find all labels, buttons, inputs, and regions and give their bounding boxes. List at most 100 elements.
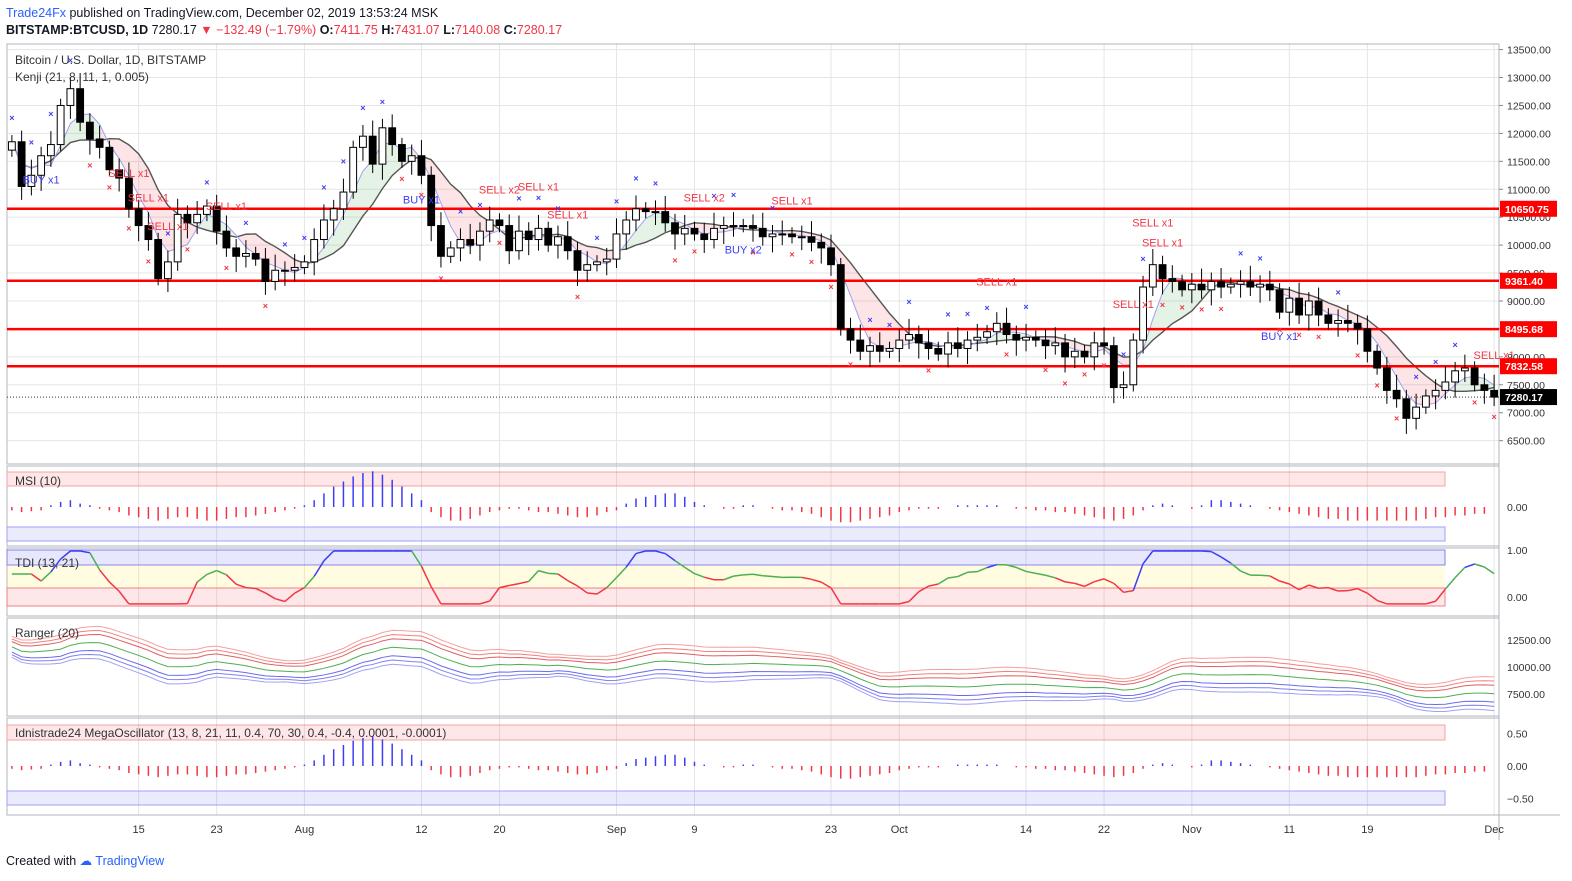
buy-x-marker: × [965, 309, 970, 319]
candle-body [1031, 336, 1040, 341]
candle-body [37, 155, 46, 176]
close-label: C: [503, 23, 517, 37]
tdi-line-segment [1103, 578, 1115, 585]
candle-body [875, 345, 884, 352]
indicator-label-mega: Idnistrade24 MegaOscillator (13, 8, 21, … [15, 726, 446, 740]
chart-header: Trade24Fx published on TradingView.com, … [6, 5, 562, 39]
tdi-line-segment [947, 575, 958, 579]
tdi-line-segment [499, 584, 510, 589]
time-tick-label: Oct [891, 824, 908, 836]
buy-x-marker: × [341, 157, 346, 167]
kenji-cloud [362, 159, 373, 216]
buy-x-marker: × [1452, 340, 1457, 350]
kenji-cloud [450, 184, 461, 243]
candle-body [749, 225, 757, 229]
sell-signal-label: SELL x1 [1503, 0, 1544, 3]
sell-x-marker: × [1199, 305, 1204, 315]
tdi-line-segment [430, 586, 442, 605]
ranger-band [11, 625, 1495, 685]
tdi-line-segment [255, 587, 266, 594]
candle-body [95, 138, 104, 148]
candle-body [807, 236, 816, 243]
sell-x-marker: × [1043, 365, 1048, 375]
tdi-line-segment [1201, 550, 1212, 553]
tdi-line-segment [743, 573, 754, 576]
candle-body [1207, 280, 1216, 291]
candle-body [495, 219, 504, 227]
candle-body [66, 88, 75, 106]
mega-tick-label: 0.50 [1507, 729, 1528, 741]
tdi-line-segment [820, 581, 832, 589]
candle-body [1119, 384, 1128, 389]
candle-body [1109, 345, 1118, 389]
time-tick-label: 23 [211, 824, 223, 836]
candle-body [524, 230, 533, 241]
tdi-line-segment [1464, 563, 1475, 569]
candle-body [1080, 350, 1089, 358]
tradingview-link[interactable]: TradingView [95, 854, 165, 868]
candle-body [973, 336, 982, 341]
ranger-pane [11, 625, 1495, 712]
tdi-line-segment [1269, 575, 1280, 582]
sell-x-marker: × [146, 257, 151, 267]
kenji-cloud [1406, 358, 1417, 404]
price-tick-label: 12500.00 [1507, 100, 1551, 112]
mega-upper-zone [6, 724, 1446, 741]
buy-x-marker: × [770, 203, 775, 213]
sell-x-marker: × [185, 244, 190, 254]
tdi-line-segment [1142, 550, 1154, 565]
grid [7, 44, 1499, 815]
candle-body [963, 339, 972, 349]
chart-title: Bitcoin / U.S. Dollar, 1D, BITSTAMP [15, 53, 206, 67]
candle-body [944, 342, 952, 355]
candle-body [134, 208, 143, 227]
sell-x-marker: × [438, 273, 443, 283]
created-with-text: Created with [6, 854, 77, 868]
time-tick-label: Aug [295, 824, 315, 836]
candle-body [290, 266, 299, 271]
buy-x-marker: × [1257, 253, 1262, 263]
candle-body [1412, 406, 1421, 419]
candle-body [154, 239, 163, 280]
sell-signal-label: SELL x1 [518, 181, 559, 193]
sell-x-marker: × [926, 366, 931, 376]
candle-body [222, 230, 231, 249]
tdi-line-segment [1084, 580, 1095, 588]
level-price-tag [1500, 321, 1557, 338]
buy-x-marker: × [711, 191, 716, 201]
publisher-link[interactable]: Trade24Fx [6, 6, 66, 20]
tdi-line-segment [284, 592, 296, 603]
candle-body [505, 225, 514, 252]
tdi-line-segment [1240, 570, 1251, 576]
sell-x-marker: × [399, 174, 404, 184]
sell-x-marker: × [692, 247, 697, 257]
candle-body [300, 261, 309, 268]
tdi-line-segment [1132, 563, 1144, 591]
sell-x-marker: × [107, 182, 112, 192]
msi-lower-zone [6, 526, 1446, 542]
candle-body [173, 213, 182, 263]
kenji-cloud [1162, 277, 1173, 333]
candle-body [124, 177, 133, 210]
tdi-line-segment [323, 550, 335, 562]
tdi-line-segment [245, 586, 256, 590]
time-tick-label: 23 [825, 824, 837, 836]
tdi-line-segment [206, 569, 217, 576]
price-pane: × × × × × × × × × × × × × × × × × × × × × × × × × × × × × × × × × × × × × × × ×… [7, 0, 1544, 434]
tdi-line-segment [1454, 566, 1466, 579]
candle-body [953, 342, 962, 349]
close-value: 7280.17 [516, 23, 563, 37]
tdi-line-segment [762, 574, 773, 578]
buy-signal-label: BUY x2 [725, 245, 762, 257]
candle-body [1421, 395, 1430, 408]
candle-body [261, 258, 270, 282]
kenji-cloud [109, 138, 120, 159]
candle-body [1451, 370, 1460, 383]
candle-body [1022, 336, 1030, 341]
price-tick-label: 12000.00 [1507, 128, 1551, 140]
tdi-line-segment [89, 552, 101, 571]
kenji-cloud [1377, 327, 1387, 360]
candle-body [437, 225, 445, 257]
buy-x-marker: × [204, 177, 209, 187]
